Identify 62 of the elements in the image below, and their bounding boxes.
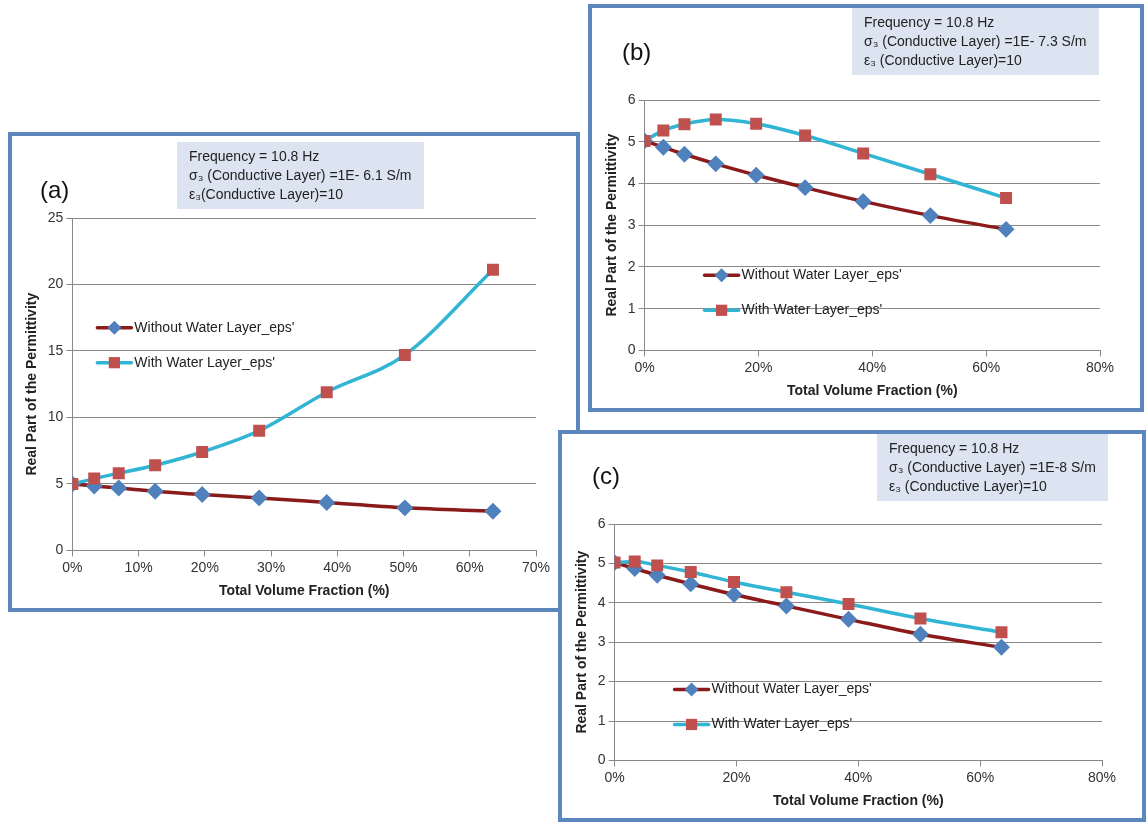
x-tick-label: 40% [323, 558, 352, 575]
x-tick-label: 0% [604, 768, 625, 785]
chart-title: (a) [40, 176, 70, 204]
x-tick-label: 60% [972, 358, 1001, 375]
text: σ₃ (Conductive Layer) =1E- 6.1 S/m [189, 167, 412, 183]
legend-label: With Water Layer_eps' [134, 353, 276, 370]
y-tick-label: 0 [627, 341, 636, 358]
x-axis-title: Total Volume Fraction (%) [786, 382, 958, 399]
legend-label: With Water Layer_eps' [711, 715, 853, 732]
x-tick-label: 10% [124, 558, 153, 575]
y-tick-label: 1 [597, 711, 606, 728]
y-axis-title: Real Part of the Permittivity [573, 550, 590, 734]
y-tick-label: 6 [597, 514, 606, 531]
y-tick-label: 4 [627, 174, 636, 191]
y-tick-label: 2 [597, 672, 606, 689]
y-axis-title: Real Part of the Permittivity [603, 133, 620, 317]
text: σ₃ (Conductive Layer) =1E-8 S/m [889, 459, 1096, 475]
y-tick-label: 10 [47, 408, 64, 425]
x-tick-label: 40% [844, 768, 873, 785]
y-tick-label: 1 [627, 299, 636, 316]
x-tick-label: 20% [190, 558, 219, 575]
y-tick-label: 5 [627, 132, 636, 149]
y-tick-label: 25 [47, 208, 64, 225]
text: ε₃(Conductive Layer)=10 [189, 186, 343, 202]
x-tick-label: 20% [722, 768, 751, 785]
x-tick-label: 70% [521, 558, 551, 575]
x-axis-title: Total Volume Fraction (%) [772, 792, 944, 809]
y-tick-label: 3 [627, 216, 636, 233]
text: Frequency = 10.8 Hz [864, 14, 995, 30]
x-tick-label: 0% [62, 558, 83, 575]
legend-label: Without Water Layer_eps' [711, 680, 872, 697]
y-tick-label: 5 [55, 474, 64, 491]
text: Frequency = 10.8 Hz [889, 440, 1020, 456]
chart-title: (b) [622, 38, 652, 66]
y-tick-label: 4 [597, 593, 606, 610]
y-tick-label: 3 [597, 633, 606, 650]
x-tick-label: 60% [455, 558, 484, 575]
y-tick-label: 0 [55, 541, 64, 558]
x-tick-label: 50% [389, 558, 418, 575]
text: σ₃ (Conductive Layer) =1E- 7.3 S/m [864, 33, 1087, 49]
x-tick-label: 80% [1087, 768, 1117, 785]
text: Frequency = 10.8 Hz [189, 148, 320, 164]
y-tick-label: 15 [47, 341, 64, 358]
x-tick-label: 40% [858, 358, 887, 375]
y-tick-label: 5 [597, 554, 606, 571]
y-tick-label: 0 [597, 751, 606, 768]
text: ε₃ (Conductive Layer)=10 [889, 478, 1047, 494]
y-axis-title: Real Part of the Permittivity [23, 292, 40, 476]
y-tick-label: 2 [627, 257, 636, 274]
chart-title: (c) [592, 462, 620, 490]
y-tick-label: 6 [627, 90, 636, 107]
legend-label: With Water Layer_eps' [741, 301, 883, 318]
legend-label: Without Water Layer_eps' [134, 318, 295, 335]
x-tick-label: 80% [1085, 358, 1115, 375]
x-tick-label: 0% [634, 358, 655, 375]
x-tick-label: 60% [966, 768, 995, 785]
text: ε₃ (Conductive Layer)=10 [864, 52, 1022, 68]
x-tick-label: 20% [744, 358, 773, 375]
x-axis-title: Total Volume Fraction (%) [218, 582, 390, 599]
legend-label: Without Water Layer_eps' [741, 266, 902, 283]
x-tick-label: 30% [257, 558, 286, 575]
y-tick-label: 20 [47, 275, 64, 292]
